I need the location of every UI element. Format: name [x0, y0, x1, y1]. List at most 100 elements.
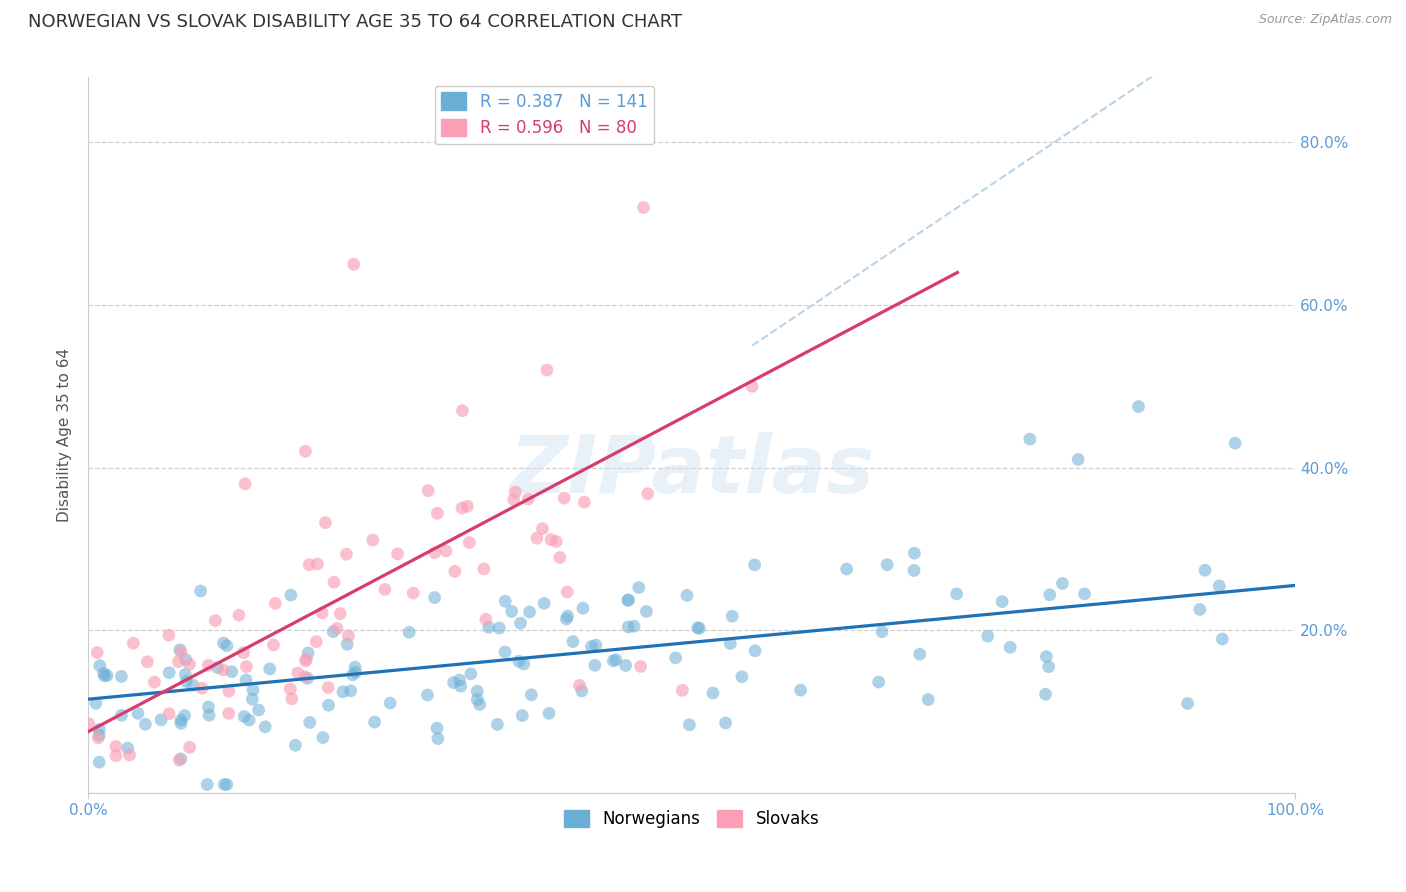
Point	[465, 684, 488, 698]
Point	[190, 584, 212, 599]
Point	[1073, 587, 1095, 601]
Point	[494, 594, 516, 608]
Point	[945, 587, 967, 601]
Point	[555, 585, 578, 599]
Point	[571, 684, 593, 698]
Point	[343, 257, 366, 271]
Point	[104, 748, 127, 763]
Text: NORWEGIAN VS SLOVAK DISABILITY AGE 35 TO 64 CORRELATION CHART: NORWEGIAN VS SLOVAK DISABILITY AGE 35 TO…	[28, 13, 682, 31]
Point	[344, 665, 367, 680]
Point	[450, 679, 472, 693]
Point	[316, 681, 339, 695]
Point	[1067, 452, 1090, 467]
Point	[323, 575, 346, 590]
Point	[636, 604, 658, 618]
Point	[387, 547, 409, 561]
Point	[170, 752, 193, 766]
Point	[181, 678, 204, 692]
Point	[169, 642, 191, 657]
Point	[540, 533, 562, 547]
Point	[170, 645, 193, 659]
Point	[917, 692, 939, 706]
Point	[574, 495, 596, 509]
Point	[423, 546, 446, 560]
Point	[517, 491, 540, 506]
Point	[991, 594, 1014, 608]
Point	[426, 721, 449, 735]
Point	[519, 605, 541, 619]
Point	[434, 544, 457, 558]
Point	[903, 564, 925, 578]
Point	[1035, 649, 1057, 664]
Point	[456, 500, 478, 514]
Point	[86, 646, 108, 660]
Point	[297, 671, 319, 685]
Point	[568, 678, 591, 692]
Point	[686, 621, 709, 635]
Point	[207, 660, 229, 674]
Point	[451, 403, 474, 417]
Point	[443, 675, 465, 690]
Point	[157, 628, 180, 642]
Point	[326, 621, 349, 635]
Point	[1000, 640, 1022, 655]
Point	[77, 717, 100, 731]
Point	[93, 666, 115, 681]
Point	[242, 682, 264, 697]
Point	[110, 669, 132, 683]
Point	[1208, 579, 1230, 593]
Point	[676, 588, 699, 602]
Point	[191, 681, 214, 696]
Point	[903, 546, 925, 560]
Point	[84, 696, 107, 710]
Point	[294, 670, 316, 684]
Point	[335, 547, 357, 561]
Point	[380, 696, 402, 710]
Point	[398, 625, 420, 640]
Point	[617, 593, 640, 607]
Point	[89, 723, 111, 737]
Point	[444, 565, 467, 579]
Point	[546, 534, 568, 549]
Point	[179, 657, 201, 672]
Point	[374, 582, 396, 597]
Point	[870, 624, 893, 639]
Point	[305, 634, 328, 648]
Point	[721, 609, 744, 624]
Point	[173, 708, 195, 723]
Point	[240, 692, 263, 706]
Point	[93, 669, 115, 683]
Point	[96, 668, 118, 682]
Point	[623, 619, 645, 633]
Point	[416, 483, 439, 498]
Point	[259, 662, 281, 676]
Point	[557, 609, 579, 624]
Legend: Norwegians, Slovaks: Norwegians, Slovaks	[558, 803, 825, 834]
Y-axis label: Disability Age 35 to 64: Disability Age 35 to 64	[58, 348, 72, 522]
Point	[118, 747, 141, 762]
Point	[494, 645, 516, 659]
Point	[167, 753, 190, 767]
Point	[555, 612, 578, 626]
Point	[460, 666, 482, 681]
Point	[263, 638, 285, 652]
Point	[174, 667, 197, 681]
Point	[581, 640, 603, 654]
Point	[468, 698, 491, 712]
Point	[329, 607, 352, 621]
Point	[284, 739, 307, 753]
Point	[465, 692, 488, 706]
Point	[1211, 632, 1233, 646]
Point	[1128, 400, 1150, 414]
Point	[627, 581, 650, 595]
Point	[505, 485, 527, 500]
Point	[344, 660, 367, 674]
Point	[322, 624, 344, 639]
Point	[312, 731, 335, 745]
Point	[458, 535, 481, 549]
Point	[1177, 697, 1199, 711]
Point	[280, 681, 302, 696]
Point	[1223, 436, 1246, 450]
Point	[134, 717, 156, 731]
Point	[150, 713, 173, 727]
